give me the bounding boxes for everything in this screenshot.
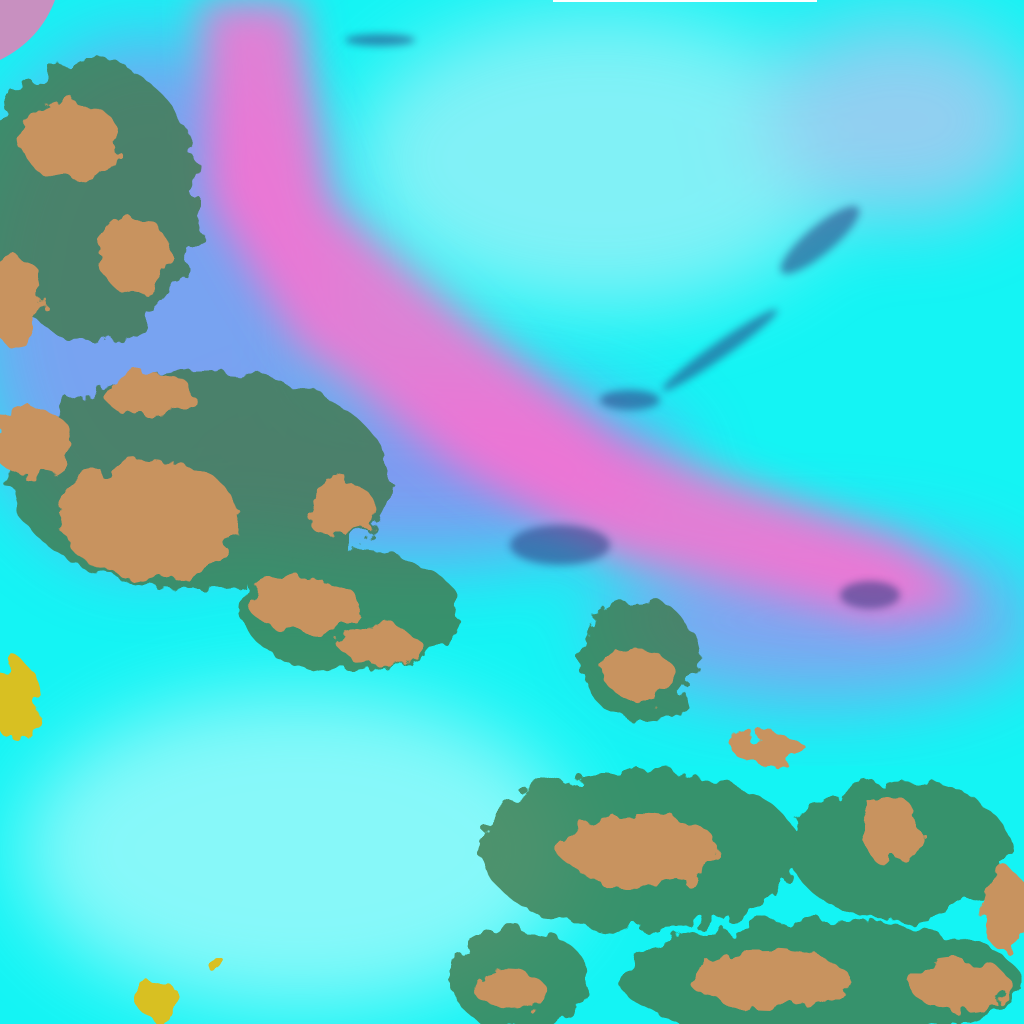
- light-cloud-areas: [20, 10, 1024, 1010]
- scale-bar: [553, 0, 817, 2]
- dust-plume: [200, 0, 980, 620]
- land-areas: [0, 60, 1024, 1024]
- corner-land-feature: [0, 0, 55, 60]
- cloud-shadows: [345, 34, 900, 609]
